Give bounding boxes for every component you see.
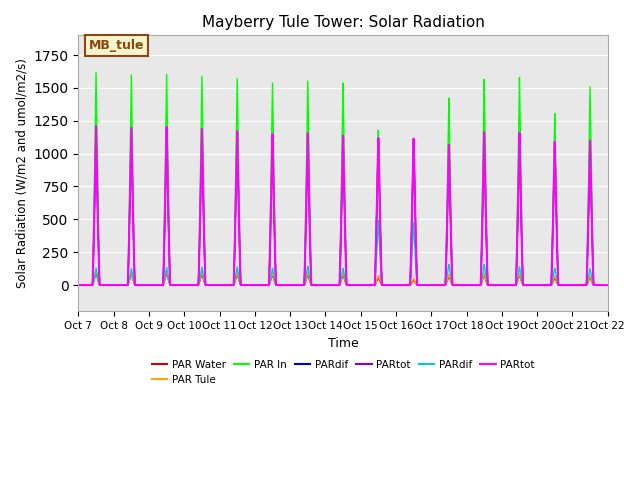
PAR In xyxy=(604,282,612,288)
PARtot xyxy=(92,123,100,129)
PAR In xyxy=(604,282,611,288)
PAR Water xyxy=(604,282,612,288)
Line: PARdif: PARdif xyxy=(79,220,608,285)
PARdif xyxy=(461,282,469,288)
PARtot xyxy=(461,282,469,288)
PARdif xyxy=(492,282,499,288)
PARdif xyxy=(75,282,83,288)
PAR Tule xyxy=(75,282,83,288)
PARtot xyxy=(433,282,440,288)
PARdif xyxy=(461,282,469,288)
PAR In xyxy=(433,282,440,288)
PARtot xyxy=(323,282,331,288)
PARtot xyxy=(461,282,469,288)
PAR In xyxy=(461,282,469,288)
PAR Tule xyxy=(92,268,100,274)
PARdif xyxy=(433,282,440,288)
PARtot xyxy=(75,282,83,288)
PARdif xyxy=(492,282,499,288)
PARdif xyxy=(75,282,83,288)
PAR Tule xyxy=(604,282,612,288)
PARdif xyxy=(323,282,331,288)
PARdif xyxy=(170,282,177,288)
PARdif xyxy=(604,282,612,288)
PAR In xyxy=(75,282,83,288)
PARtot xyxy=(492,282,499,288)
X-axis label: Time: Time xyxy=(328,336,358,349)
Line: PARdif: PARdif xyxy=(79,126,608,285)
PARdif xyxy=(170,282,177,288)
PAR Tule xyxy=(433,282,440,288)
PAR Water xyxy=(433,282,440,288)
PAR Tule xyxy=(323,282,331,288)
Line: PAR Tule: PAR Tule xyxy=(79,271,608,285)
Legend: PAR Water, PAR Tule, PAR In, PARdif, PARtot, PARdif, PARtot: PAR Water, PAR Tule, PAR In, PARdif, PAR… xyxy=(148,355,538,389)
PARtot xyxy=(170,282,177,288)
PARdif xyxy=(604,282,611,288)
Y-axis label: Solar Radiation (W/m2 and umol/m2/s): Solar Radiation (W/m2 and umol/m2/s) xyxy=(15,59,28,288)
PAR In xyxy=(170,282,177,288)
PARdif xyxy=(92,123,100,129)
PARtot xyxy=(604,282,611,288)
PARtot xyxy=(604,282,611,288)
PAR Water xyxy=(461,282,469,288)
PARdif xyxy=(433,282,440,288)
PAR In xyxy=(92,70,100,75)
PAR Water xyxy=(75,282,83,288)
PARdif xyxy=(604,282,612,288)
PAR Water xyxy=(170,282,177,288)
Title: Mayberry Tule Tower: Solar Radiation: Mayberry Tule Tower: Solar Radiation xyxy=(202,15,484,30)
Line: PARtot: PARtot xyxy=(79,126,608,285)
PARtot xyxy=(170,282,177,288)
PARdif xyxy=(374,217,382,223)
PARtot xyxy=(604,282,612,288)
PARtot xyxy=(323,282,331,288)
Text: MB_tule: MB_tule xyxy=(89,39,145,52)
PARtot xyxy=(433,282,440,288)
PARdif xyxy=(604,282,611,288)
PAR Tule xyxy=(170,282,177,288)
PARdif xyxy=(323,282,331,288)
PARtot xyxy=(92,123,100,129)
PARtot xyxy=(604,282,612,288)
PAR Water xyxy=(492,282,499,288)
PAR Water xyxy=(604,282,611,288)
PARtot xyxy=(75,282,83,288)
PAR Water xyxy=(323,282,331,288)
Line: PAR In: PAR In xyxy=(79,72,608,285)
PAR Tule xyxy=(461,282,469,288)
Line: PARtot: PARtot xyxy=(79,126,608,285)
PAR Tule xyxy=(604,282,611,288)
PAR Water xyxy=(92,270,100,276)
Line: PAR Water: PAR Water xyxy=(79,273,608,285)
PAR In xyxy=(323,282,331,288)
PAR In xyxy=(492,282,499,288)
PARtot xyxy=(492,282,499,288)
PAR Tule xyxy=(492,282,499,288)
